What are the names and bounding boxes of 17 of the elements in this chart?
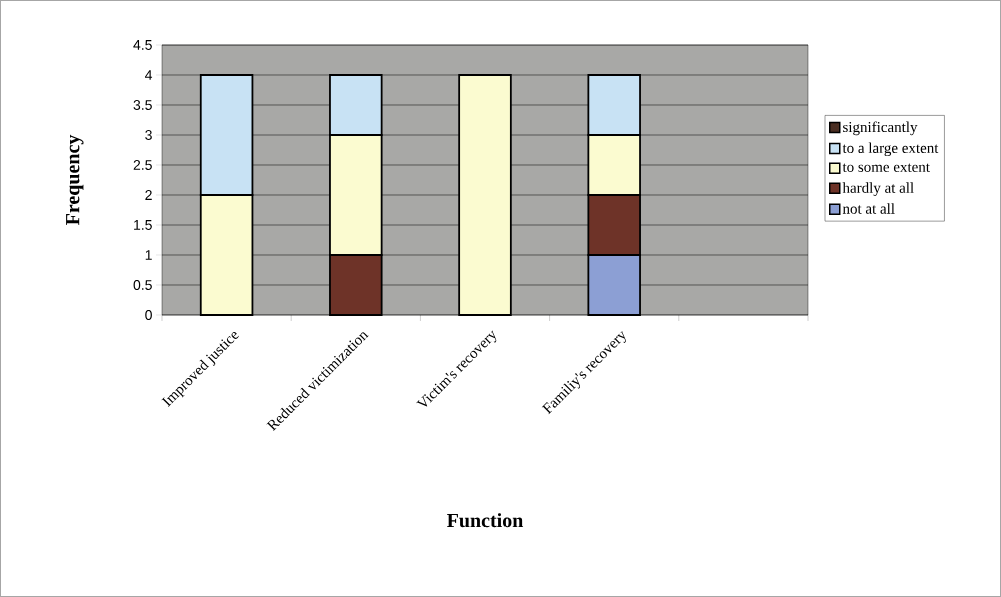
legend-label: to a large extent bbox=[842, 142, 939, 157]
y-tick-label: 2.5 bbox=[133, 160, 152, 170]
legend-label: not at all bbox=[842, 203, 895, 214]
y-tick-label: 4.5 bbox=[133, 40, 152, 50]
y-tick-label: 2 bbox=[145, 190, 152, 200]
legend-label: significantly bbox=[843, 121, 918, 136]
x-axis-title: Function bbox=[447, 513, 524, 528]
y-axis-title: Frequency bbox=[66, 134, 84, 226]
y-tick-label: 4 bbox=[144, 70, 153, 80]
legend-label: hardly at all bbox=[842, 182, 914, 196]
y-tick-label: 3.5 bbox=[133, 100, 152, 110]
y-tick-label: 0.5 bbox=[133, 280, 152, 290]
y-tick-label: 1.5 bbox=[134, 220, 152, 230]
y-tick-label: 1 bbox=[145, 250, 152, 260]
legend-label: to some extent bbox=[842, 163, 930, 172]
y-tick-label: 3 bbox=[145, 130, 152, 140]
y-tick-label: 0 bbox=[145, 310, 152, 320]
